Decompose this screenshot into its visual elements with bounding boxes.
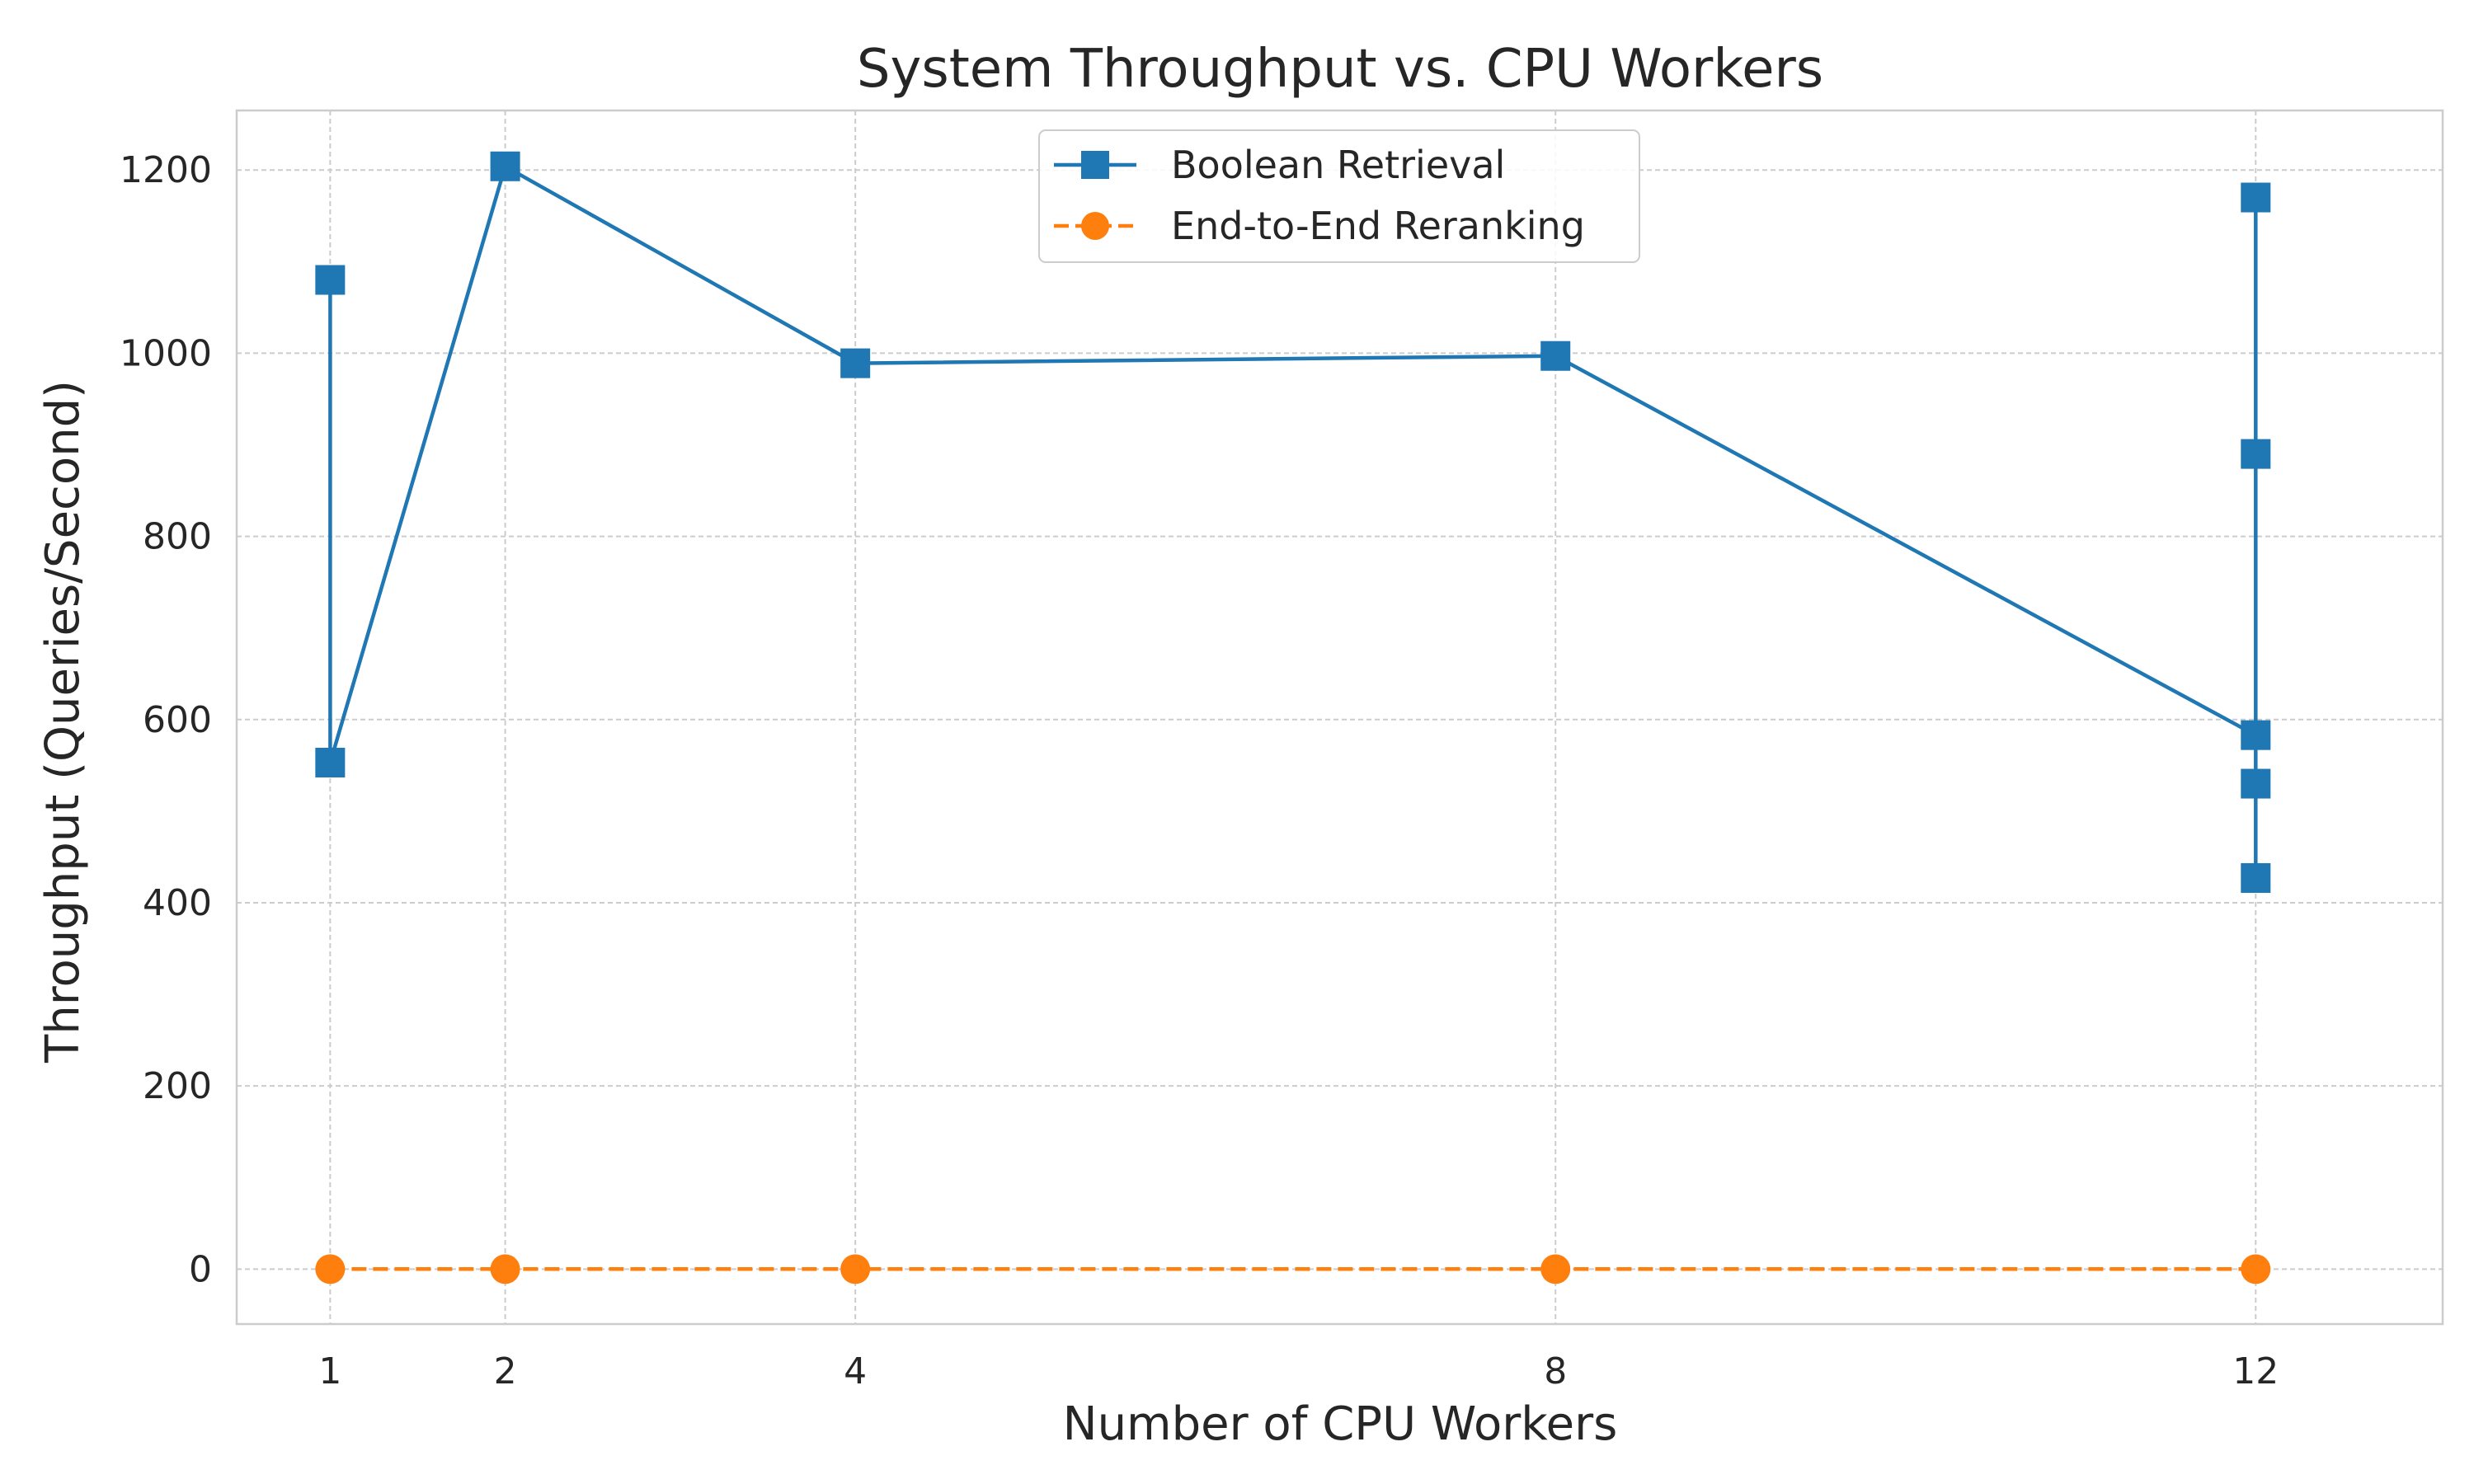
data-point (2241, 439, 2271, 469)
y-tick-label: 200 (143, 1065, 212, 1107)
x-tick-label: 2 (494, 1350, 517, 1392)
data-point (315, 1254, 346, 1284)
data-point (840, 348, 871, 378)
y-tick-label: 800 (143, 516, 212, 558)
data-point (1540, 1254, 1571, 1284)
data-point (840, 1254, 871, 1284)
plot-area (235, 109, 2444, 1326)
data-point (315, 265, 346, 295)
series-layer (315, 151, 2271, 1284)
y-tick-label: 0 (189, 1248, 212, 1290)
legend-box (1038, 129, 1640, 263)
data-point (2241, 182, 2271, 213)
data-point (2241, 720, 2271, 750)
legend-label-end-to-end-reranking: End-to-End Reranking (1171, 204, 1585, 248)
y-tick-label: 1000 (120, 332, 212, 374)
x-tick-label: 12 (2232, 1350, 2279, 1392)
data-point (2241, 862, 2271, 893)
data-point (2241, 1254, 2271, 1284)
x-tick-label: 1 (318, 1350, 341, 1392)
series-line-boolean-retrieval (328, 164, 2258, 881)
data-point (1540, 340, 1571, 371)
series-end-to-end-reranking (315, 1254, 2271, 1284)
data-point (490, 151, 520, 181)
legend-label-boolean-retrieval: Boolean Retrieval (1171, 143, 1505, 187)
series-boolean-retrieval (315, 151, 2271, 893)
legend: Boolean Retrieval End-to-End Reranking (1038, 129, 1640, 263)
chart-title: System Throughput vs. CPU Workers (857, 39, 1823, 100)
y-axis-label: Throughput (Queries/Second) (36, 380, 90, 1064)
grid (237, 110, 2443, 1324)
y-tick-label: 1200 (120, 149, 212, 191)
x-tick-label: 4 (844, 1350, 867, 1392)
x-axis-label: Number of CPU Workers (1063, 1397, 1618, 1451)
data-point (490, 1254, 520, 1284)
y-tick-label: 600 (143, 699, 212, 741)
legend-marker-boolean-retrieval (1081, 151, 1109, 179)
y-tick-label: 400 (143, 882, 212, 924)
data-point (2241, 768, 2271, 799)
data-point (315, 747, 346, 777)
legend-marker-end-to-end-reranking (1081, 212, 1109, 240)
x-tick-label: 8 (1544, 1350, 1567, 1392)
